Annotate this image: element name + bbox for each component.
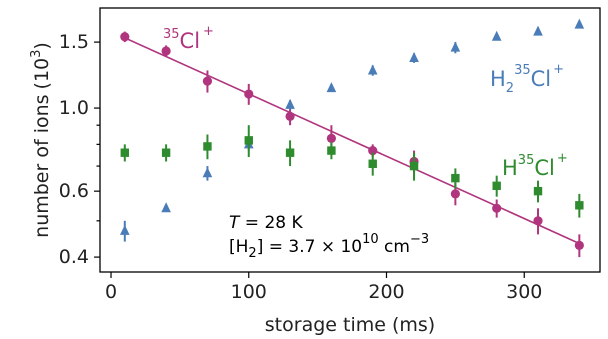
x-tick-label: 300	[506, 281, 542, 303]
data-point	[202, 76, 213, 86]
y-axis-unit-close: )	[31, 42, 53, 49]
y-axis-unit-base: 10	[31, 58, 53, 82]
y-axis-unit-exp: 3	[29, 50, 44, 58]
fit-line	[124, 37, 580, 245]
x-tick-label: 100	[231, 281, 267, 303]
y-axis-label-text: number of ions	[31, 94, 53, 237]
data-point	[533, 216, 543, 226]
data-point	[161, 202, 171, 213]
data-point	[533, 25, 543, 36]
data-point	[327, 146, 336, 155]
y-tick-label: 0.6	[59, 180, 89, 202]
x-tick-label: 0	[105, 281, 117, 303]
y-axis-unit-open: (	[31, 82, 53, 89]
data-marks	[119, 18, 585, 258]
label-hcl35: H35Cl +	[502, 151, 568, 180]
plot-frame	[99, 7, 601, 273]
annotation-temperature: T = 28 K	[229, 213, 303, 233]
data-point	[574, 18, 585, 29]
data-point	[368, 145, 378, 156]
data-point	[409, 161, 419, 171]
data-point	[491, 30, 502, 41]
data-point	[533, 186, 543, 196]
data-point	[450, 189, 460, 199]
data-point	[492, 181, 501, 191]
fit-lines	[124, 37, 580, 245]
data-point	[326, 82, 337, 93]
data-point	[575, 201, 584, 210]
data-point	[409, 52, 419, 63]
data-point	[450, 41, 461, 52]
data-point	[202, 167, 213, 178]
x-tick-label: 200	[368, 281, 404, 303]
annotation-density: [H2] = 3.7 × 1010 cm−3	[229, 232, 429, 261]
y-axis: 0.4 0.6 1.0 1.5	[59, 31, 100, 268]
y-axis-label: number of ions (103)	[29, 42, 53, 238]
label-cl35: 35Cl +	[163, 24, 214, 53]
data-point	[368, 159, 377, 168]
data-point	[244, 89, 254, 99]
data-point	[161, 148, 171, 157]
data-point	[574, 240, 584, 250]
data-point	[120, 32, 130, 42]
data-point	[203, 142, 212, 151]
label-h2cl35: H235Cl +	[490, 62, 564, 96]
data-point	[285, 98, 295, 109]
data-point	[161, 46, 171, 56]
data-point	[120, 148, 129, 157]
y-tick-label: 1.0	[59, 97, 89, 119]
y-tick-label: 0.4	[59, 246, 89, 268]
data-point	[119, 224, 130, 235]
data-point	[367, 64, 378, 75]
y-tick-label: 1.5	[59, 31, 89, 53]
data-point	[326, 133, 337, 143]
x-axis-label: storage time (ms)	[265, 314, 435, 336]
data-point	[285, 148, 295, 157]
data-point	[451, 173, 460, 183]
x-axis: 0 100 200 300	[105, 272, 542, 303]
data-point	[244, 136, 253, 145]
data-point	[492, 203, 502, 213]
data-point	[285, 111, 295, 122]
